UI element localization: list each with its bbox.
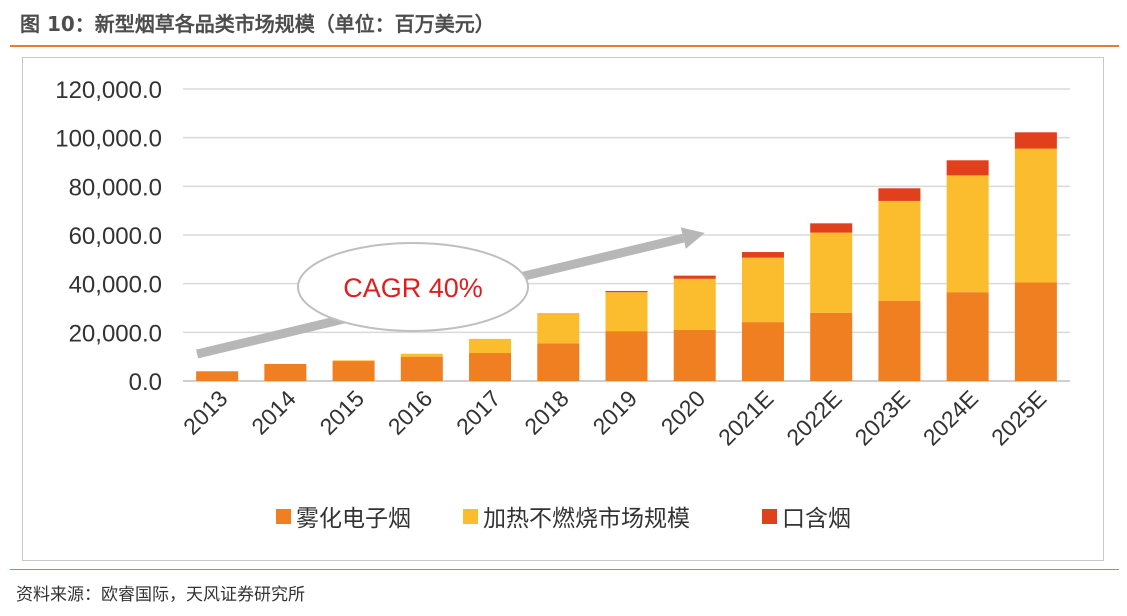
cagr-label: CAGR 40% [343, 273, 483, 303]
x-tick-label: 2013 [178, 385, 233, 440]
bar-segment-0 [469, 353, 512, 381]
bar-segment-1 [946, 175, 989, 293]
bar-segment-1 [810, 232, 853, 313]
legend: 雾化电子烟 加热不燃烧市场规模 口含烟 [276, 506, 851, 532]
bars [196, 132, 1057, 381]
bar-segment-1 [469, 338, 512, 354]
bar-segment-2 [673, 275, 716, 279]
bar-segment-2 [810, 223, 853, 233]
bar-segment-2 [946, 160, 989, 176]
legend-label: 口含烟 [782, 506, 851, 532]
bar-segment-1 [332, 360, 375, 362]
x-tick-label: 2021E [713, 385, 778, 450]
legend-swatch [276, 509, 291, 524]
bar-segment-1 [537, 314, 580, 344]
bar-segment-1 [741, 257, 784, 323]
figure-title: 图 10：新型烟草各品类市场规模（单位：百万美元） [20, 12, 495, 36]
bar-segment-1 [400, 353, 443, 357]
y-tick-label: 120,000.0 [55, 77, 162, 104]
y-tick-label: 20,000.0 [69, 320, 162, 347]
bar-segment-2 [878, 188, 921, 201]
x-tick-label: 2014 [246, 385, 301, 440]
x-tick-label: 2018 [519, 385, 574, 440]
legend-swatch [762, 509, 777, 524]
legend-label: 雾化电子烟 [296, 506, 411, 532]
bar-segment-1 [878, 200, 921, 301]
x-tick-label: 2017 [451, 385, 506, 440]
x-tick-label: 2016 [383, 385, 438, 440]
trend-arrow-head [680, 227, 705, 249]
x-tick-label: 2015 [315, 385, 370, 440]
y-tick-label: 100,000.0 [55, 126, 162, 153]
bar-segment-0 [196, 371, 239, 381]
bar-segment-0 [332, 361, 375, 381]
y-tick-label: 0.0 [129, 369, 162, 396]
x-tick-label: 2019 [587, 385, 642, 440]
bar-segment-0 [264, 363, 307, 381]
bar-segment-0 [946, 292, 989, 381]
bar-segment-0 [605, 331, 648, 381]
bar-segment-1 [605, 292, 648, 332]
source-divider [10, 569, 1119, 570]
bar-segment-0 [537, 343, 580, 381]
x-tick-label: 2025E [986, 385, 1051, 450]
cagr-annotation: CAGR 40% [196, 227, 705, 359]
chart-frame [22, 57, 1104, 561]
bar-segment-0 [1014, 282, 1057, 381]
bar-segment-0 [878, 300, 921, 381]
bar-segment-0 [673, 329, 716, 381]
bar-segment-0 [400, 356, 443, 381]
x-tick-label: 2024E [918, 385, 983, 450]
title-divider [10, 45, 1119, 47]
bar-segment-2 [1014, 132, 1057, 149]
x-tick-label: 2022E [781, 385, 846, 450]
source-note: 资料来源：欧睿国际，天风证券研究所 [16, 585, 305, 605]
x-tick-label: 2023E [850, 385, 915, 450]
bar-segment-1 [1014, 148, 1057, 283]
bar-segment-2 [605, 290, 648, 293]
x-tick-label: 2020 [656, 385, 711, 440]
bar-segment-2 [741, 252, 784, 258]
y-tick-label: 60,000.0 [69, 223, 162, 250]
y-tick-label: 40,000.0 [69, 272, 162, 299]
bar-segment-0 [741, 322, 784, 381]
legend-label: 加热不燃烧市场规模 [483, 506, 690, 532]
y-tick-label: 80,000.0 [69, 174, 162, 201]
legend-swatch [463, 509, 478, 524]
x-axis-ticks: 2013 2014 2015 2016 2017 2018 2019 2020 2021E 202… [178, 385, 1051, 451]
bar-segment-0 [810, 312, 853, 381]
bar-segment-1 [673, 278, 716, 330]
cagr-ellipse [297, 242, 529, 332]
y-axis-ticks: 0.0 20,000.0 40,000.0 60,000.0 80,000.0 100,0… [55, 77, 162, 396]
